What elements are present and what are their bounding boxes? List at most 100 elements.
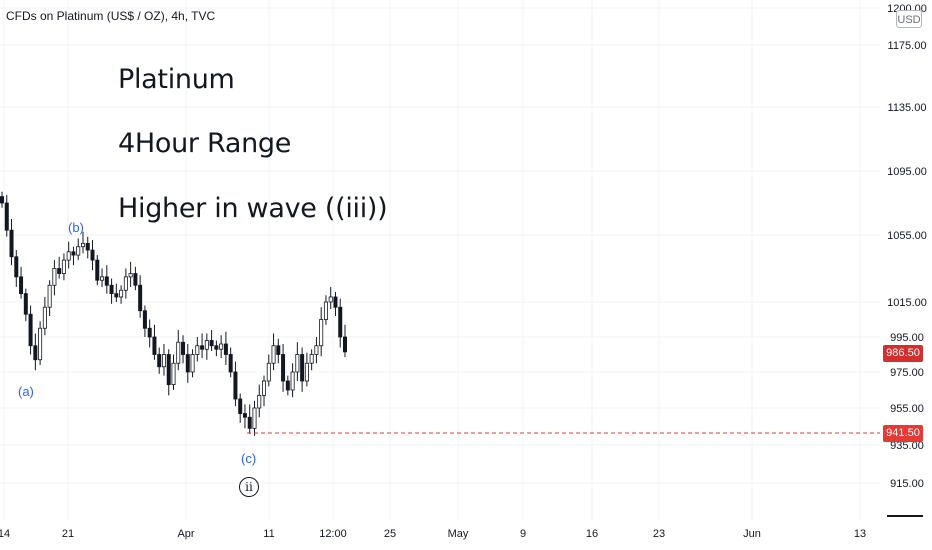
x-tick-label: 16 — [586, 528, 598, 540]
x-tick-label: 25 — [384, 528, 396, 540]
candle-body — [228, 354, 233, 373]
candle-body — [95, 259, 100, 281]
candle-body — [52, 268, 57, 286]
candle-body — [114, 293, 119, 298]
candle-body — [333, 296, 338, 308]
candle-body — [300, 354, 305, 382]
candle-body — [66, 251, 71, 261]
y-tick-label: 975.00 — [890, 367, 924, 379]
y-tick-label: 1135.00 — [888, 102, 927, 114]
candle-body — [290, 371, 295, 391]
candle-body — [219, 343, 224, 350]
candle-body — [209, 340, 214, 347]
y-tick-label: 995.00 — [890, 332, 924, 344]
x-tick-label: Apr — [177, 528, 194, 540]
candle-body — [0, 196, 4, 204]
candle-body — [338, 306, 343, 338]
candle-body — [85, 242, 90, 251]
candle-body — [14, 256, 19, 278]
candle-body — [100, 276, 105, 281]
candle-body — [342, 336, 347, 353]
axis-settings-handle[interactable] — [887, 515, 923, 517]
symbol-description: CFDs on Platinum (US$ / OZ), 4h, TVC — [6, 9, 216, 23]
candle-body — [295, 354, 300, 373]
x-tick-label: 23 — [653, 528, 665, 540]
candle-body — [71, 251, 76, 256]
x-tick-label: 11 — [263, 528, 274, 540]
candle-body — [119, 289, 124, 298]
candle-body — [185, 354, 190, 373]
annotation-line-1: Platinum — [118, 64, 235, 95]
y-tick-label: 955.00 — [890, 403, 924, 415]
x-tick-label: 12:00 — [319, 528, 347, 540]
candle-body — [285, 380, 290, 391]
last-price-label: 986.50 — [883, 345, 923, 362]
candle-body — [214, 345, 219, 350]
x-tick-label: Jun — [743, 528, 761, 540]
wave-label-c: (c) — [241, 451, 257, 466]
candle-body — [233, 371, 238, 400]
y-tick-label: 935.00 — [890, 440, 924, 452]
candle-body — [304, 362, 309, 382]
x-tick-label: 13 — [854, 528, 866, 540]
x-tick-label: May — [448, 528, 469, 540]
candle-body — [257, 394, 262, 409]
candle-body — [200, 345, 205, 350]
candle-body — [204, 340, 209, 350]
candle-body — [123, 276, 128, 291]
candle-body — [47, 284, 52, 308]
candle-body — [195, 345, 200, 355]
y-tick-label: 915.00 — [890, 478, 924, 490]
candle-body — [104, 276, 109, 286]
candle-body — [328, 296, 333, 303]
candle-body — [23, 293, 28, 315]
candle-body — [247, 416, 252, 429]
candle-body — [4, 202, 9, 231]
candle-body — [223, 343, 228, 355]
wave-label-b: (b) — [68, 220, 84, 235]
candle-body — [276, 345, 281, 355]
y-tick-label: 1015.00 — [887, 297, 927, 309]
candle-body — [147, 327, 152, 338]
candle-body — [9, 229, 14, 258]
x-tick-label: 14 — [0, 528, 10, 540]
candle-body — [171, 362, 176, 386]
candle-body — [128, 273, 133, 278]
candle-body — [166, 354, 171, 386]
wave-label-a: (a) — [18, 384, 34, 399]
candle-body — [19, 276, 24, 295]
candle-body — [281, 354, 286, 382]
candle-body — [142, 310, 147, 329]
x-tick-label: 9 — [520, 528, 526, 540]
y-tick-label: 1095.00 — [887, 166, 927, 178]
price-axis: 915.00 935.00 955.00 975.00 995.00 1015.00 105… — [887, 3, 927, 490]
candle-body — [109, 284, 114, 295]
wave-label-ii: ii — [239, 477, 259, 497]
candle-body — [319, 319, 324, 347]
candle-body — [133, 273, 138, 286]
candle-body — [252, 407, 257, 429]
candle-body — [323, 301, 328, 320]
annotation-line-2: 4Hour Range — [118, 128, 292, 159]
candle-body — [262, 380, 267, 396]
candle-body — [161, 354, 166, 368]
candle-body — [152, 336, 157, 355]
y-tick-label: 1055.00 — [887, 230, 927, 242]
candle-body — [33, 345, 38, 361]
candle-body — [266, 362, 271, 382]
candle-body — [42, 306, 47, 329]
candle-body — [38, 327, 43, 361]
candle-body — [181, 341, 186, 355]
candle-body — [157, 354, 162, 368]
candles-group — [0, 191, 347, 436]
candle-body — [90, 249, 95, 261]
currency-badge[interactable]: USD — [896, 10, 922, 28]
candle-body — [271, 345, 276, 364]
candle-body — [80, 242, 85, 248]
candle-body — [57, 268, 62, 274]
candle-body — [61, 259, 66, 274]
candle-body — [309, 354, 314, 364]
candle-body — [190, 354, 195, 373]
y-tick-label: 1175.00 — [888, 40, 927, 52]
